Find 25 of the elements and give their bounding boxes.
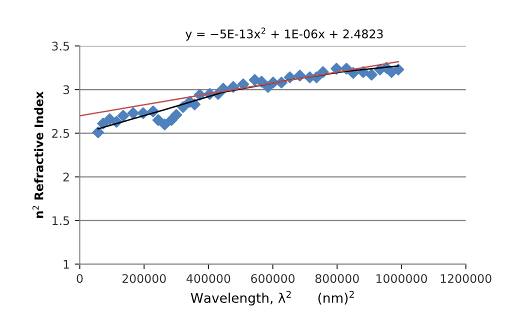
x-tick-label: 0 (76, 274, 83, 283)
x-tick-label: 1000000 (376, 274, 427, 283)
point (152, 114, 164, 126)
point (127, 107, 140, 120)
text: y = −5E-13x$^{2}$ + 1E-06x + 2.4823 (186, 28, 383, 41)
y-axis-title: n$^{2}$ Refractive Index (32, 91, 44, 218)
x-tick-label: 800000 (315, 274, 359, 283)
point (158, 118, 171, 130)
y-tick-label: 3.5 (52, 42, 70, 51)
point (117, 110, 130, 122)
y-tick-label: 1.5 (52, 216, 70, 226)
x-tick-label: 400000 (186, 274, 230, 283)
y-tick-label: 2.5 (52, 128, 70, 138)
y-tick-label: 1 (64, 260, 69, 269)
point (366, 68, 378, 81)
point (170, 108, 182, 121)
point (392, 64, 404, 76)
x-tick-label: 200000 (122, 274, 166, 283)
text: Wavelength, λ$^{2}$ (nm)$^{2}$ (190, 290, 354, 306)
point (237, 78, 250, 90)
point (92, 126, 104, 138)
x-tick-label: 1200000 (440, 274, 492, 283)
y-tick-label: 2 (63, 172, 69, 182)
y-tick-label: 3 (63, 85, 70, 94)
x-tick-label: 600000 (251, 274, 295, 283)
